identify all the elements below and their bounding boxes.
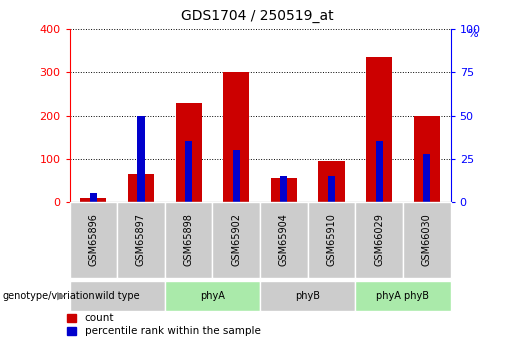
FancyBboxPatch shape (70, 202, 117, 278)
FancyBboxPatch shape (212, 202, 260, 278)
Bar (318, 161, 345, 202)
Text: GSM65897: GSM65897 (136, 213, 146, 266)
FancyBboxPatch shape (260, 281, 355, 310)
FancyBboxPatch shape (355, 202, 403, 278)
Text: GSM65898: GSM65898 (184, 213, 194, 266)
Bar (423, 154, 431, 202)
FancyBboxPatch shape (355, 281, 451, 310)
Bar (138, 116, 145, 202)
FancyBboxPatch shape (165, 281, 260, 310)
Bar (328, 176, 335, 202)
Text: GSM65904: GSM65904 (279, 213, 289, 266)
Text: phyA: phyA (200, 291, 225, 301)
Bar (80, 197, 107, 202)
FancyBboxPatch shape (307, 202, 355, 278)
FancyBboxPatch shape (70, 281, 165, 310)
Text: genotype/variation: genotype/variation (3, 291, 95, 301)
Text: ▶: ▶ (57, 291, 65, 301)
Text: GDS1704 / 250519_at: GDS1704 / 250519_at (181, 9, 334, 23)
Text: %: % (468, 29, 478, 39)
Bar (223, 72, 249, 202)
Text: wild type: wild type (95, 291, 140, 301)
Bar (375, 141, 383, 202)
Bar (366, 57, 392, 202)
Text: GSM65902: GSM65902 (231, 213, 241, 266)
Bar (176, 103, 202, 202)
FancyBboxPatch shape (260, 202, 307, 278)
Bar (233, 150, 240, 202)
Text: GSM65896: GSM65896 (89, 213, 98, 266)
Text: phyB: phyB (295, 291, 320, 301)
Legend: count, percentile rank within the sample: count, percentile rank within the sample (67, 313, 261, 336)
Bar (90, 193, 97, 202)
FancyBboxPatch shape (117, 202, 165, 278)
Text: GSM66030: GSM66030 (422, 214, 432, 266)
Text: GSM65910: GSM65910 (327, 213, 336, 266)
Bar (280, 176, 287, 202)
Bar (414, 116, 440, 202)
FancyBboxPatch shape (165, 202, 212, 278)
Bar (271, 178, 297, 202)
Bar (185, 141, 192, 202)
Bar (128, 174, 154, 202)
Text: GSM66029: GSM66029 (374, 213, 384, 266)
Text: phyA phyB: phyA phyB (376, 291, 430, 301)
FancyBboxPatch shape (403, 202, 451, 278)
